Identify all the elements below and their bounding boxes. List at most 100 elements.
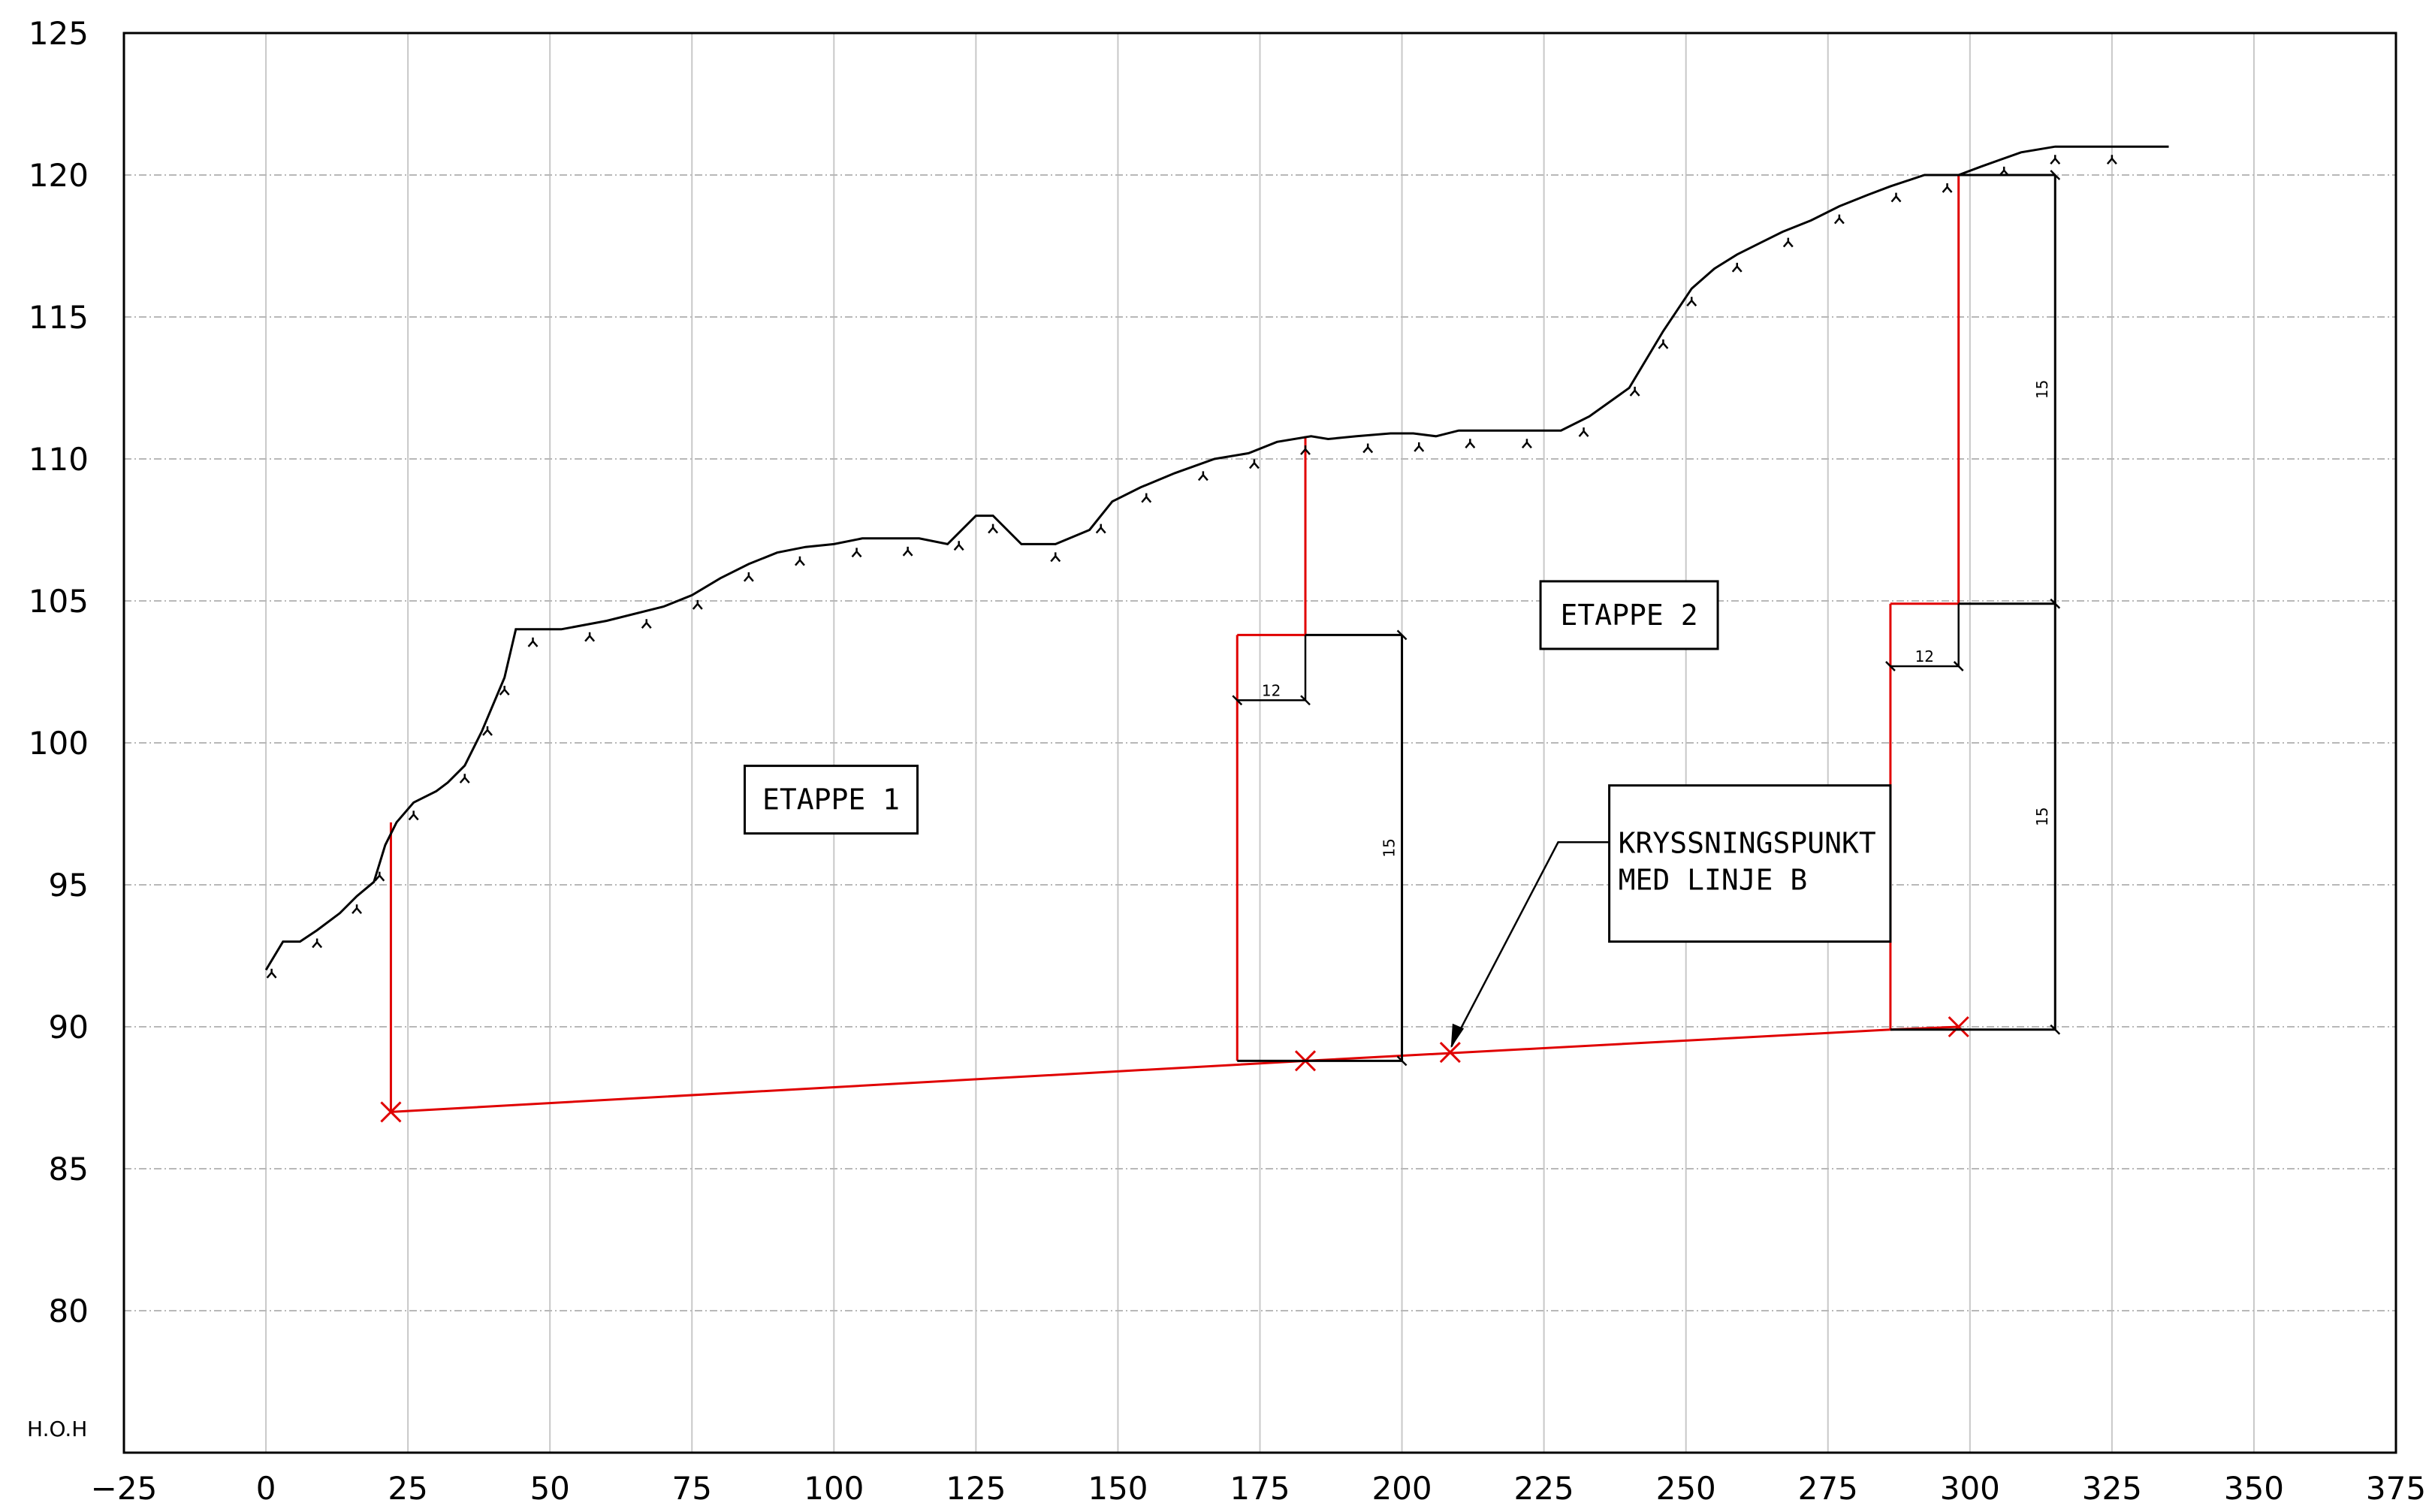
terrain-hatch xyxy=(1248,459,1260,469)
terrain-hatch xyxy=(1414,442,1425,452)
terrain-hatch xyxy=(2050,155,2061,165)
dim-arrow xyxy=(1396,629,1408,641)
terrain-hatch xyxy=(692,599,703,610)
x-tick-label: 350 xyxy=(2224,1470,2284,1507)
terrain-hatch xyxy=(499,686,510,696)
terrain-line xyxy=(264,145,2169,971)
crossing-label-line2: MED LINJE B xyxy=(1619,863,1808,896)
dim-label-15-c: 15 xyxy=(2033,380,2051,399)
x-tick-label: 125 xyxy=(946,1470,1006,1507)
terrain-hatch xyxy=(1833,214,1845,225)
terrain-hatch xyxy=(1578,427,1589,437)
terrain-hatch xyxy=(1658,339,1669,349)
dim-arrow xyxy=(2050,1024,2061,1035)
terrain-hatch xyxy=(1782,237,1794,248)
terrain-hatch xyxy=(1300,445,1311,455)
terrain-hatch xyxy=(1141,493,1152,503)
dim-arrow xyxy=(1396,1055,1408,1067)
x-tick-label: 150 xyxy=(1088,1470,1148,1507)
x-tick-label: 275 xyxy=(1798,1470,1858,1507)
terrain-hatch xyxy=(794,556,805,566)
terrain-hatch xyxy=(1362,443,1374,454)
y-tick-label: 100 xyxy=(29,725,89,762)
y-unit-label: H.O.H xyxy=(27,1417,87,1441)
terrain-hatch xyxy=(1629,386,1640,397)
x-tick-label: −25 xyxy=(91,1470,158,1507)
terrain-hatch xyxy=(2106,155,2117,165)
etappe-1-label: ETAPPE 1 xyxy=(762,783,900,816)
y-tick-label: 120 xyxy=(29,157,89,194)
terrain-profile xyxy=(264,145,2169,979)
terrain-hatch xyxy=(902,546,913,557)
terrain-hatch xyxy=(851,548,862,558)
axis-ticks: −25 0 25 50 75 100 125 150 175 200 225 250 275 300 325… xyxy=(29,15,2426,1507)
dim-arrow xyxy=(2050,598,2061,609)
plot-frame xyxy=(122,32,2397,1454)
crossing-label-line1: KRYSSNINGSPUNKT xyxy=(1619,826,1876,859)
x-tick-label: 75 xyxy=(672,1470,712,1507)
x-tick-label: 50 xyxy=(530,1470,569,1507)
y-tick-label: 125 xyxy=(29,15,89,52)
terrain-hatch xyxy=(743,572,754,582)
dim-arrow xyxy=(1300,695,1311,706)
terrain-hatch xyxy=(1095,524,1106,534)
dim-label-15-a: 15 xyxy=(1380,838,1399,857)
etappe-1-box xyxy=(744,765,919,835)
tunnel-lines xyxy=(380,175,1969,1123)
dim-label-12-a: 12 xyxy=(1262,681,1281,699)
terrain-hatch xyxy=(352,904,363,914)
cross-marker xyxy=(380,1101,402,1123)
terrain-hatch xyxy=(988,524,999,534)
x-tick-label: 225 xyxy=(1514,1470,1574,1507)
terrain-hatch xyxy=(1050,552,1061,563)
dimension-lines: 12 15 12 15 15 xyxy=(1232,170,2061,1067)
terrain-hatch xyxy=(1686,297,1697,307)
terrain-hatch xyxy=(953,541,964,551)
x-tick-label: 325 xyxy=(2082,1470,2142,1507)
terrain-hatch xyxy=(1521,439,1532,449)
crossing-arrowhead xyxy=(1450,1023,1465,1049)
terrain-hatch xyxy=(1731,262,1743,273)
dim-label-12-b: 12 xyxy=(1915,647,1934,665)
terrain-hatch xyxy=(1942,183,1953,193)
terrain-hatch xyxy=(374,871,385,882)
y-tick-label: 95 xyxy=(49,867,89,904)
crossing-leader xyxy=(1450,841,1610,1048)
dim-arrow xyxy=(1885,661,1896,671)
y-tick-label: 80 xyxy=(49,1293,89,1329)
etappe-2-box xyxy=(1539,580,1719,650)
annotations: ETAPPE 1 ETAPPE 2 KRYSSNINGSPUNKT MED LINJE… xyxy=(744,580,1892,1049)
terrain-hatch xyxy=(1890,192,1902,203)
y-tick-label: 115 xyxy=(29,299,89,336)
dim-label-15-b: 15 xyxy=(2033,807,2051,826)
terrain-hatch xyxy=(312,938,323,949)
x-tick-label: 25 xyxy=(388,1470,427,1507)
terrain-hatch xyxy=(527,637,539,647)
x-tick-label: 250 xyxy=(1656,1470,1716,1507)
dim-arrow xyxy=(2050,170,2061,180)
crossing-box xyxy=(1608,784,1892,943)
terrain-hatch xyxy=(1465,439,1476,449)
x-tick-label: 0 xyxy=(256,1470,276,1507)
y-tick-label: 90 xyxy=(49,1009,89,1046)
x-tick-label: 100 xyxy=(804,1470,864,1507)
terrain-hatch xyxy=(482,726,493,736)
y-tick-label: 110 xyxy=(29,441,89,478)
dim-arrow xyxy=(1953,661,1964,671)
terrain-hatch xyxy=(459,774,470,784)
terrain-hatch xyxy=(408,810,419,821)
terrain-hatch xyxy=(266,968,277,979)
terrain-hatch xyxy=(641,619,652,629)
terrain-hatch xyxy=(1999,166,2010,177)
terrain-hatch xyxy=(1197,471,1208,481)
cross-marker xyxy=(1439,1041,1461,1064)
x-tick-label: 300 xyxy=(1940,1470,2000,1507)
tunnel-line xyxy=(391,1025,1959,1113)
y-tick-label: 85 xyxy=(49,1151,89,1188)
y-tick-label: 105 xyxy=(29,583,89,620)
terrain-hatch xyxy=(584,632,596,642)
x-tick-label: 175 xyxy=(1230,1470,1290,1507)
etappe-2-label: ETAPPE 2 xyxy=(1561,599,1698,632)
dim-arrow xyxy=(1232,695,1243,706)
